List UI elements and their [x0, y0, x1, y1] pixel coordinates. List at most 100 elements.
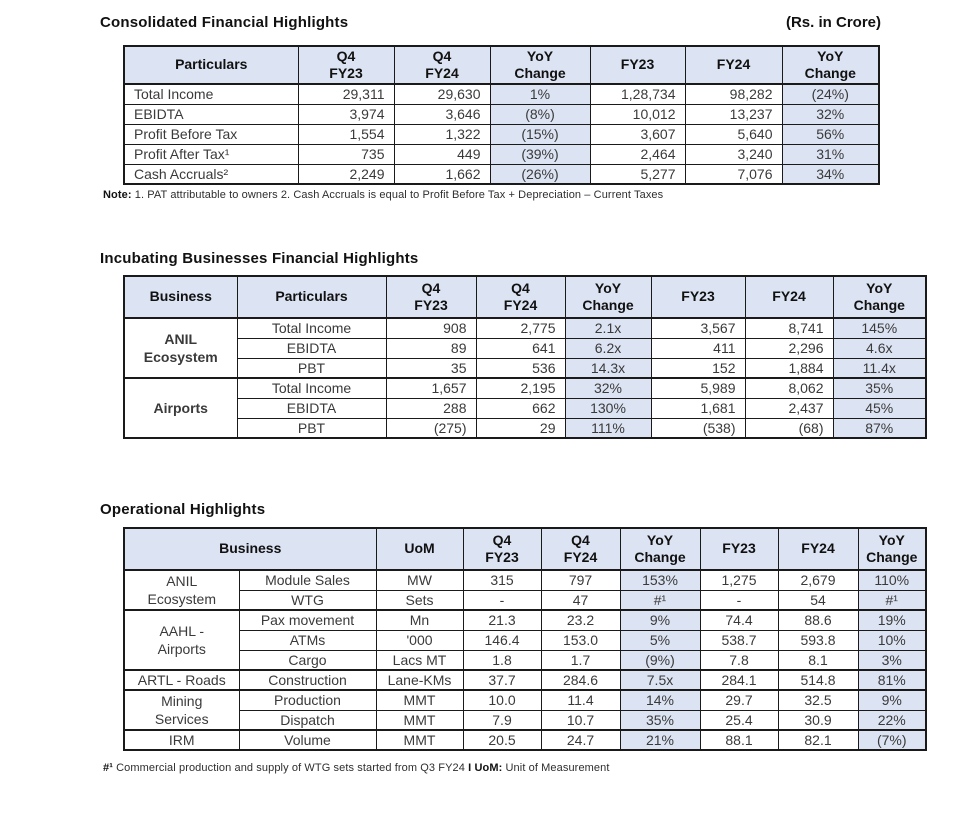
- uom-cell: MMT: [375, 729, 464, 751]
- value-cell: 3,607: [589, 123, 686, 145]
- particular-cell: EBIDTA: [123, 103, 299, 125]
- particular-cell: EBIDTA: [236, 337, 387, 359]
- value-cell: 538.7: [699, 629, 779, 651]
- value-cell: 1,322: [393, 123, 491, 145]
- value-cell: 32.5: [777, 689, 859, 711]
- value-cell: 8.1: [777, 649, 859, 671]
- value-cell: 87%: [832, 417, 927, 439]
- value-cell: 146.4: [462, 629, 542, 651]
- value-cell: 1,554: [297, 123, 395, 145]
- value-cell: 29: [475, 417, 566, 439]
- footnote-uom-text: Unit of Measurement: [502, 762, 610, 774]
- particular-cell: Module Sales: [238, 569, 377, 591]
- value-cell: 5,989: [650, 377, 746, 399]
- value-cell: 89: [385, 337, 477, 359]
- particular-cell: Total Income: [123, 83, 299, 105]
- particular-cell: ATMs: [238, 629, 377, 651]
- consolidated-header: Particulars Q4 FY23 Q4 FY24 YoY Change F…: [123, 45, 880, 85]
- value-cell: 153.0: [540, 629, 621, 651]
- col-header-yoy-q: YoY Change: [564, 275, 652, 319]
- value-cell: (15%): [489, 123, 591, 145]
- value-cell: 2,679: [777, 569, 859, 591]
- section-title-operational: Operational Highlights: [100, 501, 266, 518]
- value-cell: (26%): [489, 163, 591, 185]
- value-cell: 536: [475, 357, 566, 379]
- value-cell: 29.7: [699, 689, 779, 711]
- particular-cell: EBIDTA: [236, 397, 387, 419]
- col-header-q4fy23: Q4 FY23: [385, 275, 477, 319]
- col-header-yoy-fy: YoY Change: [832, 275, 927, 319]
- value-cell: 24.7: [540, 729, 621, 751]
- value-cell: 32%: [781, 103, 880, 125]
- particular-cell: WTG: [238, 589, 377, 611]
- value-cell: 14.3x: [564, 357, 652, 379]
- value-cell: 35%: [619, 709, 701, 731]
- uom-cell: Lacs MT: [375, 649, 464, 671]
- value-cell: 31%: [781, 143, 880, 165]
- value-cell: 29,630: [393, 83, 491, 105]
- table-row: PBT (275) 29 111% (538) (68) 87%: [124, 417, 927, 439]
- value-cell: 23.2: [540, 609, 621, 631]
- table-row: IRM Volume MMT 20.5 24.7 21% 88.1 82.1 (7%): [123, 729, 927, 751]
- table-row: ATMs '000 146.4 153.0 5% 538.7 593.8 10%: [124, 629, 927, 651]
- value-cell: 37.7: [462, 668, 542, 691]
- value-cell: 2,296: [744, 337, 834, 359]
- value-cell: 98,282: [684, 83, 783, 105]
- note-text: 1. PAT attributable to owners 2. Cash Ac…: [131, 189, 664, 201]
- value-cell: (538): [650, 417, 746, 439]
- section-title-consolidated: Consolidated Financial Highlights: [100, 14, 349, 31]
- value-cell: 54: [777, 589, 859, 611]
- table-row: EBIDTA 89 641 6.2x 411 2,296 4.6x: [124, 337, 927, 359]
- business-cell: ANIL Ecosystem: [123, 569, 240, 611]
- value-cell: 4.6x: [832, 337, 927, 359]
- value-cell: 1.8: [462, 649, 542, 671]
- value-cell: 30.9: [777, 709, 859, 731]
- value-cell: 22%: [857, 709, 927, 731]
- value-cell: (68): [744, 417, 834, 439]
- value-cell: 35%: [832, 377, 927, 399]
- value-cell: 34%: [781, 163, 880, 185]
- value-cell: 1,681: [650, 397, 746, 419]
- value-cell: 7,076: [684, 163, 783, 185]
- particular-cell: Cargo: [238, 649, 377, 671]
- table-row: AAHL - Airports Pax movement Mn 21.3 23.2 9% 7…: [123, 609, 927, 671]
- header-row: Business Particulars Q4 FY23 Q4 FY24 YoY…: [123, 275, 927, 319]
- value-cell: 10%: [857, 629, 927, 651]
- col-header-q4fy24: Q4 FY24: [475, 275, 566, 319]
- business-cell: Mining Services: [123, 689, 240, 731]
- particular-cell: Profit Before Tax: [123, 123, 299, 145]
- value-cell: 21.3: [462, 609, 542, 631]
- value-cell: 2,249: [297, 163, 395, 185]
- value-cell: (24%): [781, 83, 880, 105]
- value-cell: 2.1x: [564, 317, 652, 339]
- col-header-fy24: FY24: [777, 527, 859, 571]
- footnote-text: Commercial production and supply of WTG …: [112, 762, 469, 774]
- value-cell: (8%): [489, 103, 591, 125]
- business-cell: ARTL - Roads: [123, 668, 240, 691]
- particular-cell: Volume: [238, 729, 377, 751]
- col-header-yoy-q: YoY Change: [619, 527, 701, 571]
- value-cell: 2,195: [475, 377, 566, 399]
- value-cell: 5,640: [684, 123, 783, 145]
- particular-cell: PBT: [236, 357, 387, 379]
- value-cell: 315: [462, 569, 542, 591]
- value-cell: -: [462, 589, 542, 611]
- particular-cell: Cash Accruals²: [123, 163, 299, 185]
- consolidated-note: Note: 1. PAT attributable to owners 2. C…: [103, 189, 663, 201]
- value-cell: 3,974: [297, 103, 395, 125]
- particular-cell: Production: [238, 689, 377, 711]
- value-cell: 82.1: [777, 729, 859, 751]
- value-cell: -: [699, 589, 779, 611]
- value-cell: 35: [385, 357, 477, 379]
- value-cell: (7%): [857, 729, 927, 751]
- uom-cell: MW: [375, 569, 464, 591]
- value-cell: 1,884: [744, 357, 834, 379]
- value-cell: 19%: [857, 609, 927, 631]
- table-row: Profit Before Tax 1,554 1,322 (15%) 3,607 5,6…: [123, 123, 880, 145]
- value-cell: 14%: [619, 689, 701, 711]
- value-cell: 8,062: [744, 377, 834, 399]
- value-cell: 3,240: [684, 143, 783, 165]
- table-row: Profit After Tax¹ 735 449 (39%) 2,464 3,240 31…: [123, 143, 880, 165]
- value-cell: 111%: [564, 417, 652, 439]
- value-cell: 288: [385, 397, 477, 419]
